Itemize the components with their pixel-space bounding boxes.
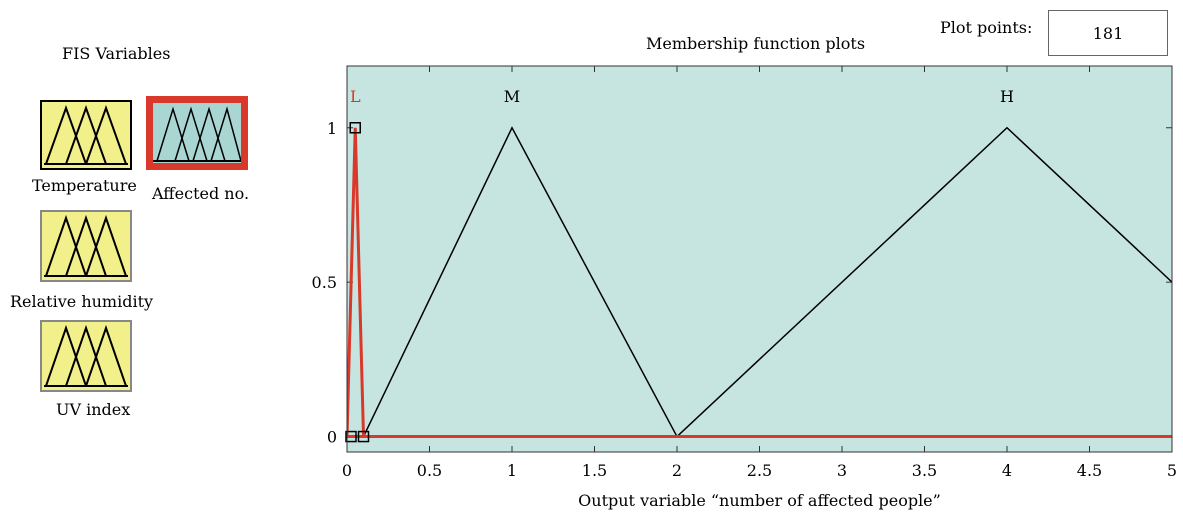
x-tick-label: 2 xyxy=(672,461,682,480)
x-tick-label: 0 xyxy=(342,461,352,480)
mf-label-m[interactable]: M xyxy=(504,87,520,106)
plot-points-label: Plot points: xyxy=(940,18,1033,37)
x-tick-label: 3.5 xyxy=(912,461,937,480)
fis-variables-title: FIS Variables xyxy=(62,44,171,63)
mf-handle[interactable] xyxy=(349,122,361,134)
variable-affected-label: Affected no. xyxy=(152,184,250,203)
variable-humidity-label: Relative humidity xyxy=(10,292,154,311)
membership-functions-icon xyxy=(153,106,241,162)
variable-uv-label: UV index xyxy=(56,400,131,419)
membership-functions-icon xyxy=(44,214,128,277)
mf-label-h[interactable]: H xyxy=(1000,87,1014,106)
x-tick-label: 4.5 xyxy=(1077,461,1102,480)
variable-uv-box[interactable] xyxy=(40,320,132,392)
y-tick-label: 0.5 xyxy=(312,273,337,292)
variable-humidity-box[interactable] xyxy=(40,210,132,282)
y-tick-label: 0 xyxy=(327,428,337,447)
x-tick-label: 2.5 xyxy=(747,461,772,480)
variable-temperature-box[interactable] xyxy=(40,100,132,170)
plot-points-input[interactable]: 181 xyxy=(1048,10,1168,56)
mf-curve-l[interactable] xyxy=(347,127,365,437)
mf-handle[interactable] xyxy=(345,430,357,443)
x-tick-label: 1 xyxy=(507,461,517,480)
y-tick-label: 1 xyxy=(327,119,337,138)
mf-curve-h[interactable] xyxy=(676,126,1183,438)
plot-area[interactable] xyxy=(347,66,1172,452)
x-tick-label: 3 xyxy=(837,461,847,480)
plot-title: Membership function plots xyxy=(646,34,866,53)
variable-temperature-label: Temperature xyxy=(32,176,137,195)
mf-handle[interactable] xyxy=(357,430,370,443)
membership-functions-icon xyxy=(44,324,128,387)
x-tick-label: 5 xyxy=(1167,461,1177,480)
membership-functions-icon xyxy=(44,105,128,165)
mf-curve-m[interactable] xyxy=(362,126,678,437)
x-tick-label: 1.5 xyxy=(582,461,607,480)
x-tick-label: 0.5 xyxy=(417,461,442,480)
x-axis-label: Output variable “number of affected peop… xyxy=(578,491,941,510)
x-tick-label: 4 xyxy=(1002,461,1012,480)
variable-affected-box[interactable] xyxy=(146,96,248,170)
mf-label-l[interactable]: L xyxy=(350,87,361,106)
plot-frame xyxy=(346,65,1173,453)
